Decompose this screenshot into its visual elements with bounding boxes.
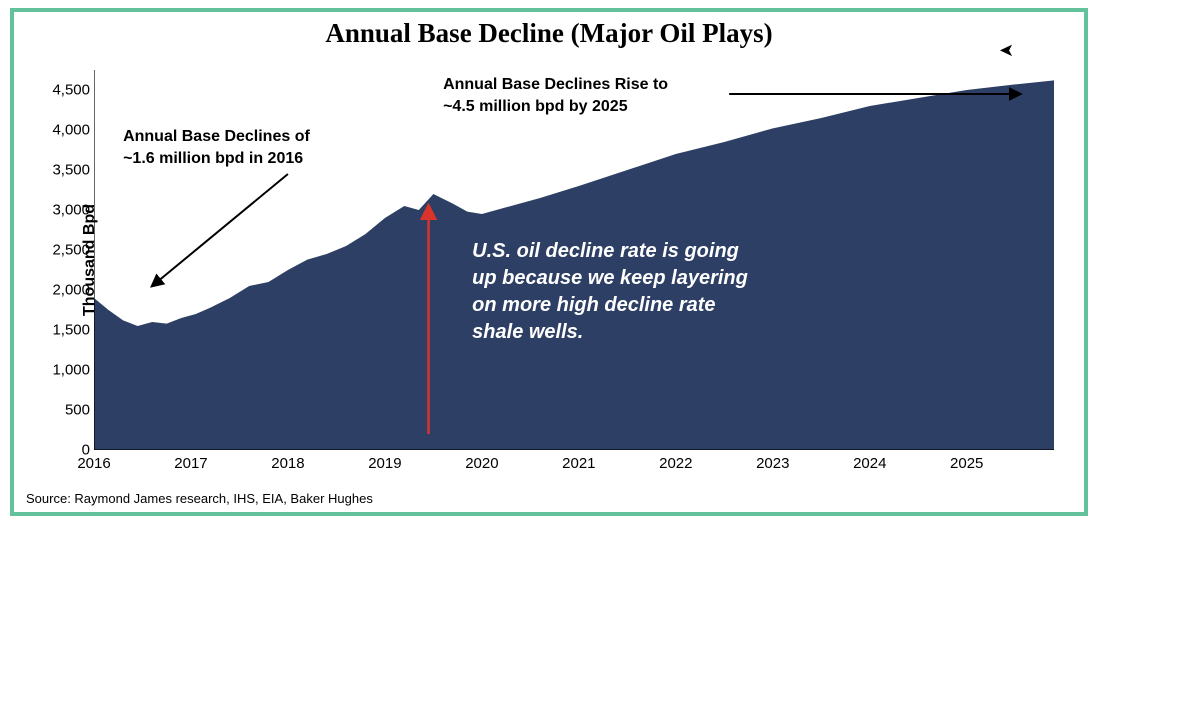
overlay-line4: shale wells. (472, 321, 583, 343)
y-tick-label: 500 (46, 402, 90, 419)
annotation-right: Annual Base Declines Rise to ~4.5 millio… (443, 74, 668, 117)
y-tick-label: 4,500 (46, 82, 90, 99)
chart-overlay-text: U.S. oil decline rate is going up becaus… (472, 238, 892, 346)
overlay-line3: on more high decline rate (472, 294, 715, 316)
annotation-right-line2: ~4.5 million bpd by 2025 (443, 98, 628, 115)
y-tick-label: 2,000 (46, 282, 90, 299)
chart-container: Annual Base Decline (Major Oil Plays) ➤ … (10, 8, 1088, 516)
overlay-line2: up because we keep layering (472, 267, 748, 289)
x-tick-label: 2017 (174, 455, 207, 472)
x-tick-label: 2023 (756, 455, 789, 472)
x-tick-label: 2022 (659, 455, 692, 472)
y-tick-label: 3,000 (46, 202, 90, 219)
cursor-icon: ➤ (999, 40, 1014, 61)
y-tick-label: 1,500 (46, 322, 90, 339)
x-tick-label: 2024 (853, 455, 886, 472)
y-tick-label: 3,500 (46, 162, 90, 179)
x-tick-label: 2019 (368, 455, 401, 472)
y-axis-label: Thousand Bpd (81, 204, 99, 316)
overlay-line1: U.S. oil decline rate is going (472, 240, 739, 262)
y-tick-label: 4,000 (46, 122, 90, 139)
chart-title: Annual Base Decline (Major Oil Plays) (14, 18, 1084, 49)
y-tick-label: 2,500 (46, 242, 90, 259)
source-citation: Source: Raymond James research, IHS, EIA… (26, 491, 373, 506)
annotation-left-line2: ~1.6 million bpd in 2016 (123, 150, 303, 167)
x-tick-label: 2018 (271, 455, 304, 472)
y-tick-label: 1,000 (46, 362, 90, 379)
annotation-left-line1: Annual Base Declines of (123, 128, 310, 145)
x-tick-label: 2025 (950, 455, 983, 472)
x-tick-label: 2021 (562, 455, 595, 472)
x-tick-label: 2016 (77, 455, 110, 472)
x-tick-label: 2020 (465, 455, 498, 472)
annotation-left: Annual Base Declines of ~1.6 million bpd… (123, 126, 310, 169)
annotation-arrow (152, 174, 288, 286)
annotation-right-line1: Annual Base Declines Rise to (443, 76, 668, 93)
